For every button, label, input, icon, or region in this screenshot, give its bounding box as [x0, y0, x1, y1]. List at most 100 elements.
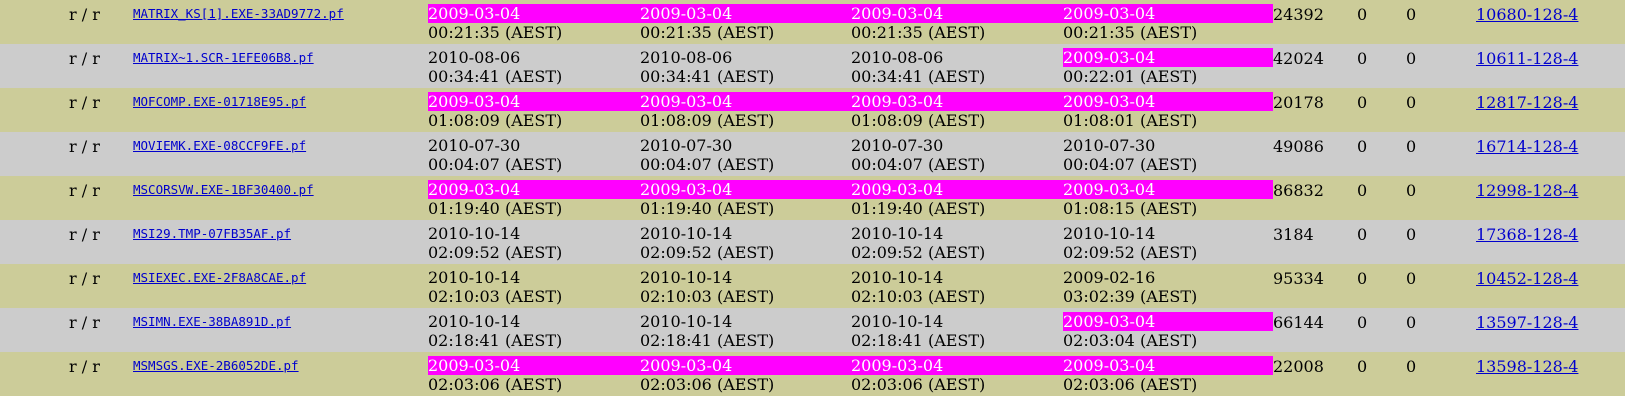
accessed-time-date: 2009-03-04 [640, 356, 851, 375]
table-row: r / r MSMSGS.EXE-2B6052DE.pf 2009-03-04 02:… [0, 352, 1625, 396]
table-row: r / r MSI29.TMP-07FB35AF.pf 2010-10-14 02:0… [0, 220, 1625, 264]
created-time-date: 2009-03-04 [1063, 312, 1273, 331]
created-time-cell: 2009-03-04 02:03:04 (AEST) [1063, 308, 1273, 352]
file-name-link[interactable]: MSMSGS.EXE-2B6052DE.pf [133, 358, 299, 373]
file-type-cell: r / r [69, 269, 100, 288]
meta-address-link[interactable]: 10680-128-4 [1476, 5, 1579, 24]
changed-time-cell: 2009-03-04 01:08:09 (AEST) [851, 88, 1063, 132]
accessed-time-date: 2010-07-30 [640, 136, 733, 155]
meta-address-link[interactable]: 13598-128-4 [1476, 357, 1579, 376]
created-time-clock: 02:03:04 (AEST) [1063, 331, 1198, 350]
written-time-date: 2010-10-14 [428, 312, 521, 331]
created-time-date: 2009-03-04 [1063, 92, 1273, 111]
file-type-cell: r / r [69, 5, 100, 24]
file-size-cell: 66144 [1273, 313, 1324, 332]
file-type-cell: r / r [69, 313, 100, 332]
file-type-cell: r / r [69, 137, 100, 156]
changed-time-date: 2009-03-04 [851, 92, 1063, 111]
created-time-clock: 01:08:01 (AEST) [1063, 111, 1198, 130]
file-name-cell: MOFCOMP.EXE-01718E95.pf [133, 88, 428, 132]
file-name-link[interactable]: MATRIX_KS[1].EXE-33AD9772.pf [133, 6, 344, 21]
file-size-cell: 3184 [1273, 225, 1314, 244]
table-row: r / r MATRIX_KS[1].EXE-33AD9772.pf 2009-03… [0, 0, 1625, 44]
gid-cell: 0 [1406, 313, 1417, 332]
created-time-date: 2009-03-04 [1063, 4, 1273, 23]
created-time-date: 2010-07-30 [1063, 136, 1156, 155]
meta-address-link[interactable]: 12998-128-4 [1476, 181, 1579, 200]
file-size-cell: 20178 [1273, 93, 1324, 112]
changed-time-cell: 2009-03-04 00:21:35 (AEST) [851, 0, 1063, 44]
created-time-cell: 2009-03-04 00:21:35 (AEST) [1063, 0, 1273, 44]
meta-address-link[interactable]: 16714-128-4 [1476, 137, 1579, 156]
created-time-cell: 2010-07-30 00:04:07 (AEST) [1063, 132, 1273, 176]
changed-time-clock: 01:19:40 (AEST) [851, 199, 986, 218]
table-row: r / r MSCORSVW.EXE-1BF30400.pf 2009-03-04 0… [0, 176, 1625, 220]
accessed-time-clock: 02:03:06 (AEST) [640, 375, 775, 394]
written-time-date: 2010-08-06 [428, 48, 521, 67]
accessed-time-cell: 2010-08-06 00:34:41 (AEST) [640, 44, 851, 88]
created-time-clock: 00:21:35 (AEST) [1063, 23, 1198, 42]
meta-address-cell: 13598-128-4 [1476, 352, 1625, 396]
meta-address-link[interactable]: 10452-128-4 [1476, 269, 1579, 288]
written-time-date: 2010-10-14 [428, 224, 521, 243]
changed-time-cell: 2009-03-04 02:03:06 (AEST) [851, 352, 1063, 396]
uid-cell: 0 [1357, 49, 1368, 68]
accessed-time-cell: 2010-07-30 00:04:07 (AEST) [640, 132, 851, 176]
accessed-time-clock: 00:21:35 (AEST) [640, 23, 775, 42]
meta-address-cell: 17368-128-4 [1476, 220, 1625, 264]
file-size-cell: 24392 [1273, 5, 1324, 24]
written-time-cell: 2010-10-14 02:10:03 (AEST) [428, 264, 640, 308]
file-name-cell: MSIMN.EXE-38BA891D.pf [133, 308, 428, 352]
file-name-link[interactable]: MOFCOMP.EXE-01718E95.pf [133, 94, 307, 109]
changed-time-clock: 02:09:52 (AEST) [851, 243, 986, 262]
changed-time-clock: 00:21:35 (AEST) [851, 23, 986, 42]
accessed-time-date: 2009-03-04 [640, 4, 851, 23]
written-time-clock: 02:10:03 (AEST) [428, 287, 563, 306]
file-size-cell: 22008 [1273, 357, 1324, 376]
file-name-link[interactable]: MSI29.TMP-07FB35AF.pf [133, 226, 292, 241]
file-name-cell: MATRIX~1.SCR-1EFE06B8.pf [133, 44, 428, 88]
created-time-date: 2010-10-14 [1063, 224, 1156, 243]
accessed-time-cell: 2009-03-04 00:21:35 (AEST) [640, 0, 851, 44]
file-name-link[interactable]: MSIMN.EXE-38BA891D.pf [133, 314, 292, 329]
changed-time-clock: 02:10:03 (AEST) [851, 287, 986, 306]
file-name-link[interactable]: MSIEXEC.EXE-2F8A8CAE.pf [133, 270, 307, 285]
accessed-time-cell: 2009-03-04 02:03:06 (AEST) [640, 352, 851, 396]
created-time-cell: 2010-10-14 02:09:52 (AEST) [1063, 220, 1273, 264]
accessed-time-clock: 02:18:41 (AEST) [640, 331, 775, 350]
accessed-time-date: 2010-08-06 [640, 48, 733, 67]
changed-time-date: 2009-03-04 [851, 180, 1063, 199]
file-size-cell: 42024 [1273, 49, 1324, 68]
written-time-cell: 2009-03-04 02:03:06 (AEST) [428, 352, 640, 396]
written-time-date: 2009-03-04 [428, 356, 640, 375]
file-name-link[interactable]: MSCORSVW.EXE-1BF30400.pf [133, 182, 314, 197]
meta-address-cell: 10680-128-4 [1476, 0, 1625, 44]
changed-time-clock: 01:08:09 (AEST) [851, 111, 986, 130]
uid-cell: 0 [1357, 225, 1368, 244]
file-name-cell: MSMSGS.EXE-2B6052DE.pf [133, 352, 428, 396]
gid-cell: 0 [1406, 181, 1417, 200]
changed-time-date: 2010-10-14 [851, 224, 944, 243]
meta-address-cell: 16714-128-4 [1476, 132, 1625, 176]
table-row: r / r MATRIX~1.SCR-1EFE06B8.pf 2010-08-06 0… [0, 44, 1625, 88]
file-name-link[interactable]: MOVIEMK.EXE-08CCF9FE.pf [133, 138, 307, 153]
uid-cell: 0 [1357, 357, 1368, 376]
created-time-date: 2009-03-04 [1063, 356, 1273, 375]
uid-cell: 0 [1357, 5, 1368, 24]
meta-address-link[interactable]: 12817-128-4 [1476, 93, 1579, 112]
changed-time-clock: 00:04:07 (AEST) [851, 155, 986, 174]
gid-cell: 0 [1406, 49, 1417, 68]
meta-address-cell: 10611-128-4 [1476, 44, 1625, 88]
meta-address-link[interactable]: 13597-128-4 [1476, 313, 1579, 332]
meta-address-link[interactable]: 10611-128-4 [1476, 49, 1579, 68]
created-time-date: 2009-03-04 [1063, 48, 1273, 67]
changed-time-date: 2010-08-06 [851, 48, 944, 67]
accessed-time-cell: 2010-10-14 02:10:03 (AEST) [640, 264, 851, 308]
meta-address-link[interactable]: 17368-128-4 [1476, 225, 1579, 244]
changed-time-clock: 00:34:41 (AEST) [851, 67, 986, 86]
accessed-time-clock: 00:34:41 (AEST) [640, 67, 775, 86]
file-name-link[interactable]: MATRIX~1.SCR-1EFE06B8.pf [133, 50, 314, 65]
accessed-time-cell: 2010-10-14 02:18:41 (AEST) [640, 308, 851, 352]
created-time-clock: 01:08:15 (AEST) [1063, 199, 1198, 218]
changed-time-date: 2010-10-14 [851, 268, 944, 287]
